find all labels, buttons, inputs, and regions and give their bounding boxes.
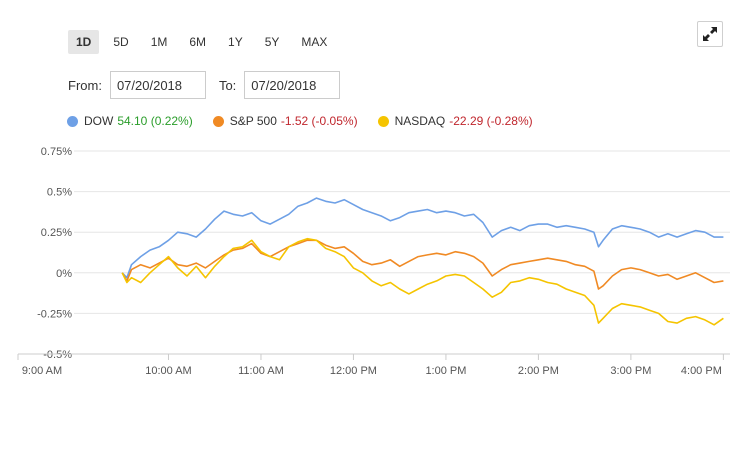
x-tick-label: 9:00 AM xyxy=(22,365,62,377)
range-button-5y[interactable]: 5Y xyxy=(264,35,280,49)
legend-change: -1.52 (-0.05%) xyxy=(280,114,358,128)
legend-item-s-p-500[interactable]: S&P 500 -1.52 (-0.05%) xyxy=(212,114,358,128)
x-tick-label: 12:00 PM xyxy=(330,365,377,377)
series-line-nasdaq[interactable] xyxy=(121,237,724,326)
legend-change: 54.10 (0.22%) xyxy=(117,114,193,128)
y-tick-label: -0.25% xyxy=(37,308,72,320)
legend-name: S&P 500 xyxy=(229,114,277,128)
x-tick-label: 3:00 PM xyxy=(610,365,651,377)
x-tick-label: 11:00 AM xyxy=(238,365,284,377)
chart-legend: DOW 54.10 (0.22%) S&P 500 -1.52 (-0.05%) NAS… xyxy=(67,114,553,128)
range-button-1m[interactable]: 1M xyxy=(150,35,168,49)
expand-button[interactable] xyxy=(697,21,723,47)
x-tick-label: 4:00 PM xyxy=(681,365,722,377)
x-tick-label: 2:00 PM xyxy=(518,365,559,377)
legend-dot xyxy=(377,115,389,127)
legend-name: NASDAQ xyxy=(394,114,446,128)
to-date-input[interactable] xyxy=(244,71,341,99)
range-button-6m[interactable]: 6M xyxy=(189,35,207,49)
range-selector: 1D 5D 1M 6M 1Y 5Y MAX xyxy=(68,30,341,54)
legend-change: -22.29 (-0.28%) xyxy=(449,114,533,128)
expand-arrows-icon xyxy=(703,27,717,41)
x-tick-label: 10:00 AM xyxy=(145,365,191,377)
range-button-1y[interactable]: 1Y xyxy=(228,35,243,49)
range-button-max[interactable]: MAX xyxy=(301,35,328,49)
y-tick-label: 0.25% xyxy=(41,227,72,239)
series-line-dow[interactable] xyxy=(121,197,724,279)
legend-dot xyxy=(212,115,224,127)
to-label: To: xyxy=(218,77,237,93)
y-tick-label: 0.5% xyxy=(47,187,72,199)
series-line-s-p-500[interactable] xyxy=(121,239,724,290)
x-tick-label: 1:00 PM xyxy=(425,365,466,377)
range-button-1d[interactable]: 1D xyxy=(68,30,100,54)
legend-item-nasdaq[interactable]: NASDAQ -22.29 (-0.28%) xyxy=(377,114,533,128)
from-label: From: xyxy=(68,77,102,93)
y-tick-label: 0% xyxy=(56,268,72,280)
range-button-5d[interactable]: 5D xyxy=(113,35,129,49)
date-range-filter: From: To: xyxy=(68,71,341,99)
from-date-input[interactable] xyxy=(109,71,206,99)
y-tick-label: 0.75% xyxy=(41,146,72,158)
legend-item-dow[interactable]: DOW 54.10 (0.22%) xyxy=(67,114,193,128)
y-tick-label: -0.5% xyxy=(43,349,72,361)
legend-dot xyxy=(67,115,78,127)
legend-name: DOW xyxy=(84,114,114,128)
